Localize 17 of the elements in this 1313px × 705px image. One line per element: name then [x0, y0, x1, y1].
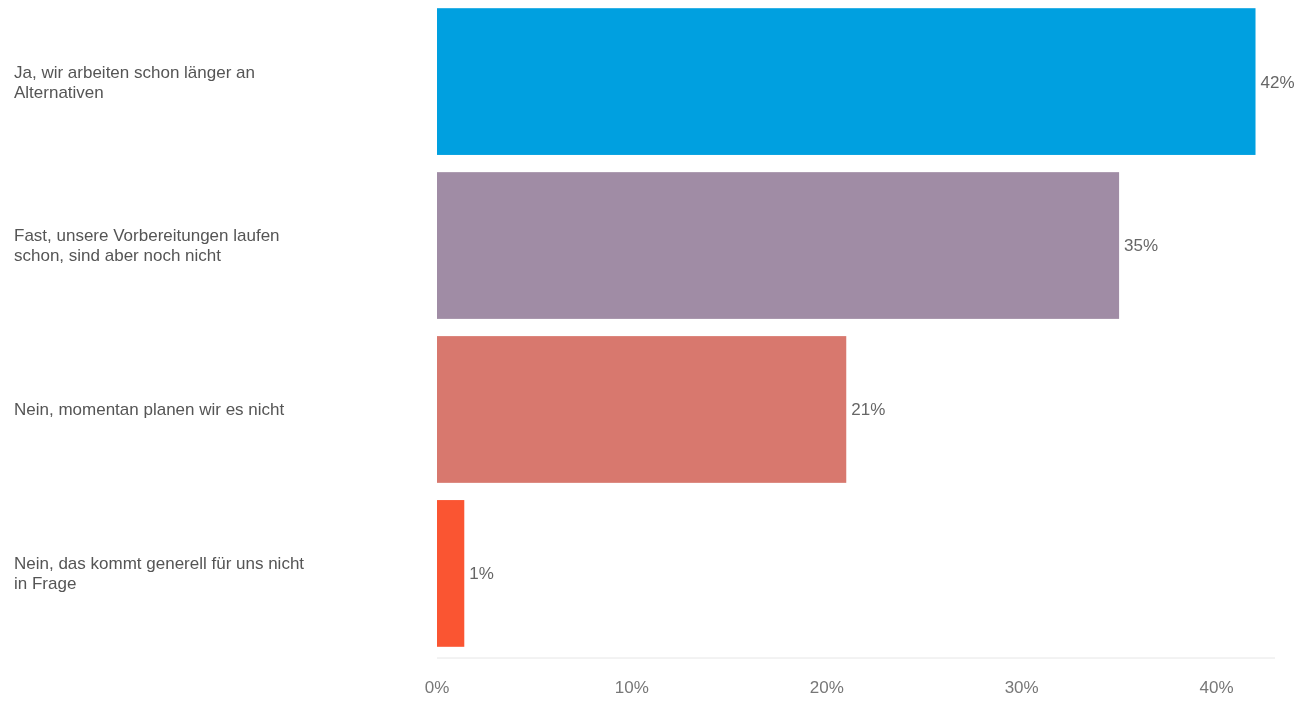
x-tick-label: 30%: [1004, 678, 1039, 697]
x-tick-label: 10%: [614, 678, 649, 697]
data-label: 1%: [469, 564, 494, 584]
data-label: 35%: [1124, 236, 1159, 256]
bar: [437, 500, 465, 647]
data-label: 21%: [851, 400, 886, 420]
x-tick-label: 40%: [1199, 678, 1234, 697]
bar: [437, 336, 847, 483]
y-tick-label: Ja, wir arbeiten schon länger an Alternativen: [14, 62, 255, 102]
data-label: 42%: [1260, 72, 1295, 92]
y-tick-label: Nein, momentan planen wir es nicht: [14, 400, 285, 420]
bar: [437, 172, 1120, 319]
bar: [437, 8, 1256, 155]
x-tick-label: 0%: [424, 678, 450, 697]
x-tick-label: 20%: [809, 678, 844, 697]
y-tick-label: Fast, unsere Vorbereitungen laufen schon, sind aber noch nicht: [14, 226, 280, 266]
y-tick-label: Nein, das kommt generell für uns nicht in Frage: [14, 554, 305, 594]
